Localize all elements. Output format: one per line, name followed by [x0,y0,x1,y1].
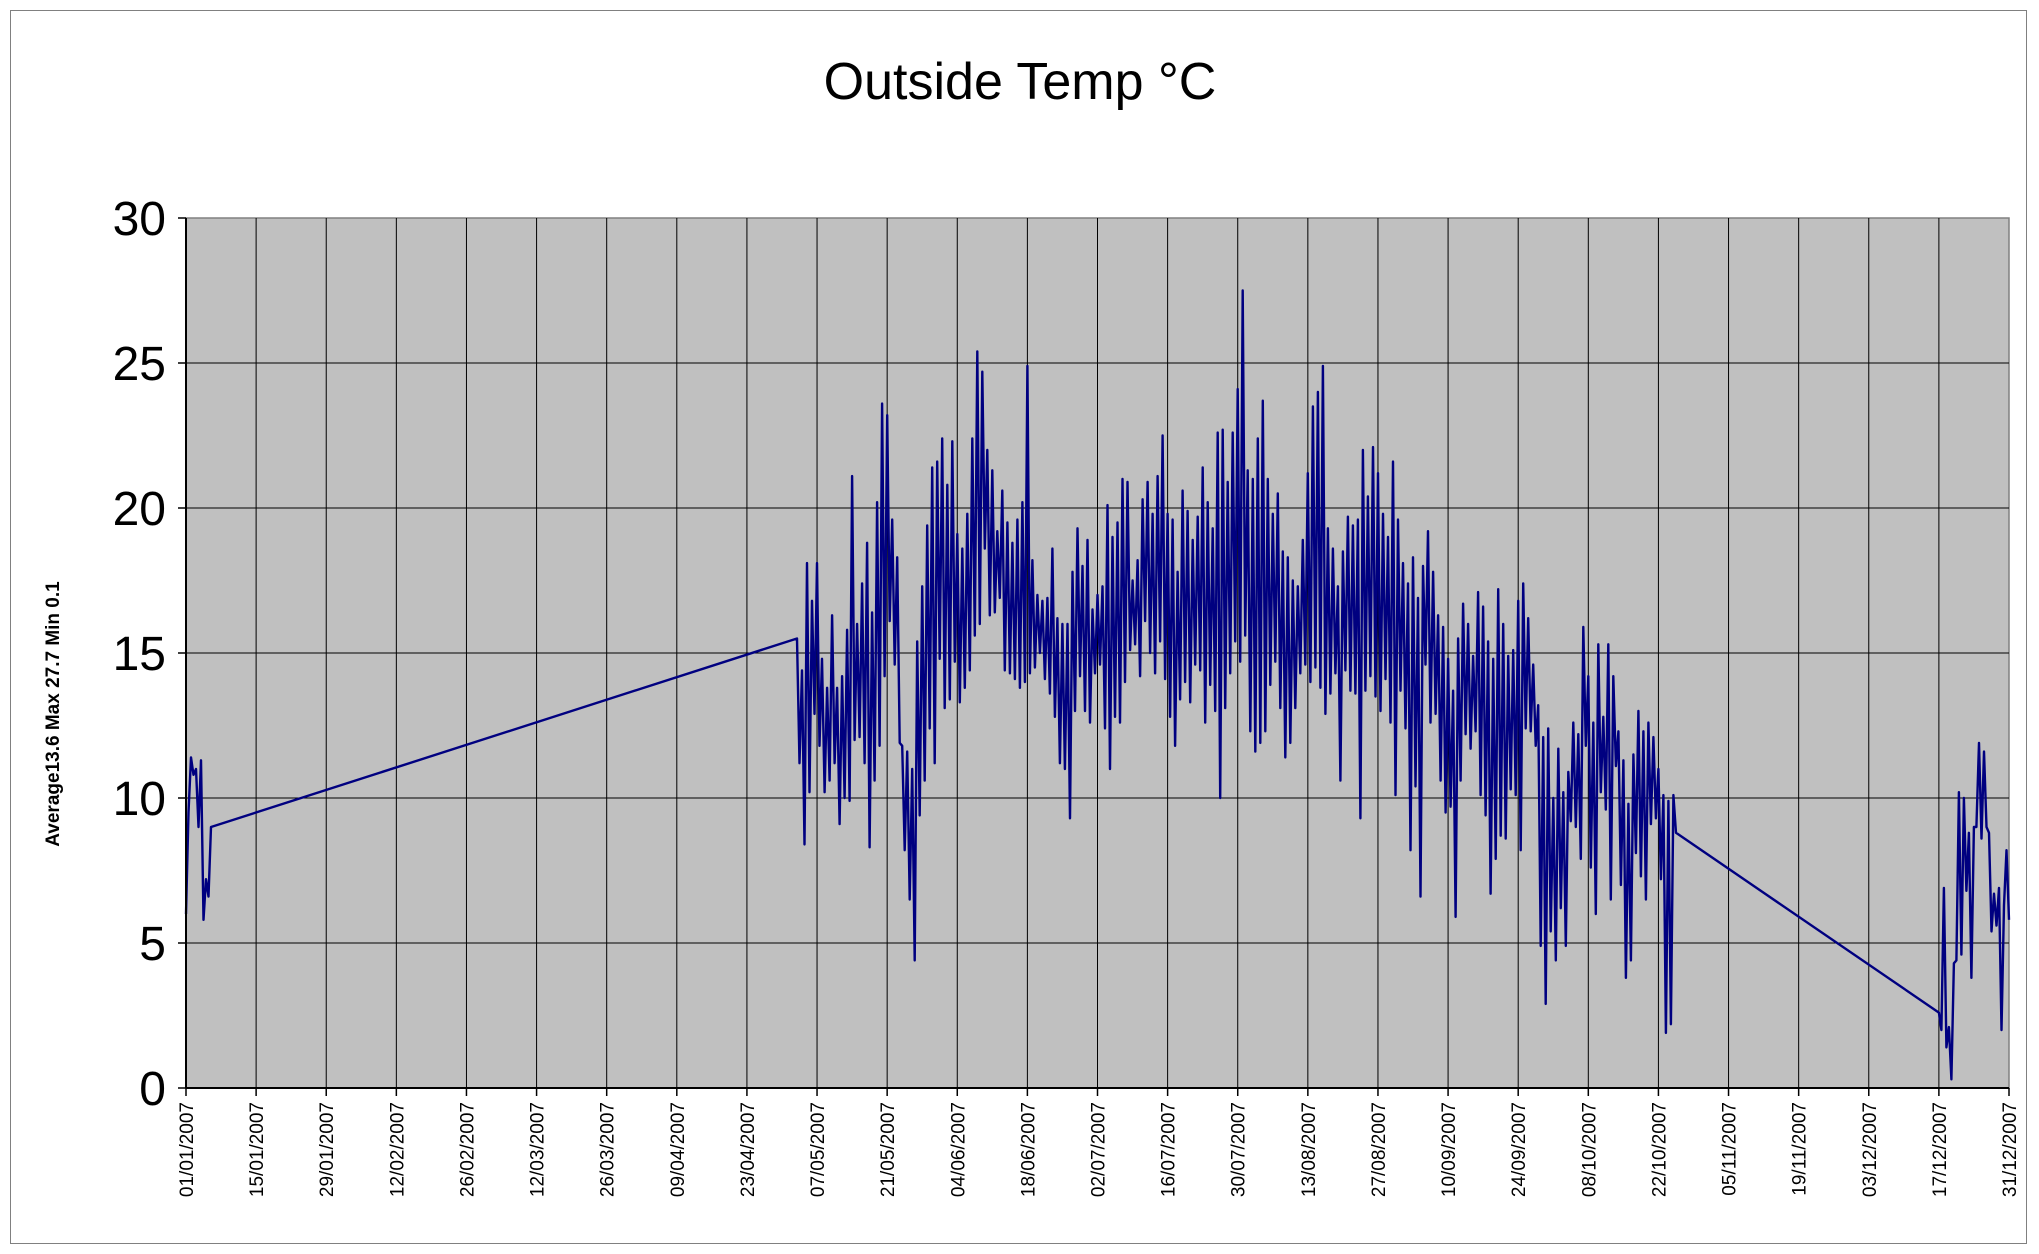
x-tick-label: 27/08/2007 [1369,1102,1390,1197]
x-tick-label: 26/02/2007 [457,1102,478,1197]
x-tick-label: 01/01/2007 [177,1102,198,1197]
y-tick-label: 25 [113,338,166,391]
x-tick-label: 03/12/2007 [1860,1102,1881,1197]
temperature-series-line [184,289,2011,1081]
x-tick-label: 04/06/2007 [948,1102,969,1197]
x-tick-label: 23/04/2007 [738,1102,759,1197]
y-axis-label: Average13.6 Max 27.7 Min 0.1 [43,581,64,847]
y-tick-label: 15 [113,628,166,681]
y-tick-label: 20 [113,483,166,536]
y-tick-label: 10 [113,773,166,826]
x-tick-label: 10/09/2007 [1439,1102,1460,1197]
x-tick-label: 08/10/2007 [1579,1102,1600,1197]
grid [186,218,2009,1088]
axes: 0 5 10 15 20 25 30 01/01/2007 15/01/2007 29/01/20… [113,193,2021,1197]
x-tick-label: 26/03/2007 [598,1102,619,1197]
y-tick-label: 0 [139,1063,166,1116]
x-tick-label: 13/08/2007 [1299,1102,1320,1197]
x-tick-label: 22/10/2007 [1649,1102,1670,1197]
x-tick-label: 30/07/2007 [1229,1102,1250,1197]
x-tick-label: 29/01/2007 [317,1102,338,1197]
x-tick-label: 02/07/2007 [1089,1102,1110,1197]
x-tick-label: 21/05/2007 [878,1102,899,1197]
x-tick-label: 24/09/2007 [1509,1102,1530,1197]
x-tick-label: 16/07/2007 [1159,1102,1180,1197]
x-tick-label: 09/04/2007 [668,1102,689,1197]
chart-title: Outside Temp °C [824,53,1217,111]
x-tick-label: 19/11/2007 [1790,1102,1811,1196]
x-tick-label: 17/12/2007 [1930,1102,1951,1197]
x-tick-label: 12/02/2007 [387,1102,408,1197]
x-tick-label: 18/06/2007 [1018,1102,1039,1197]
x-tick-label: 15/01/2007 [247,1102,268,1197]
x-tick-label: 07/05/2007 [808,1102,829,1197]
series-layer [184,289,2011,1081]
y-tick-label: 5 [139,918,166,971]
y-tick-label: 30 [113,193,166,246]
x-tick-label: 31/12/2007 [2000,1102,2021,1197]
x-tick-label: 12/03/2007 [528,1102,549,1197]
x-tick-label: 05/11/2007 [1720,1102,1741,1196]
